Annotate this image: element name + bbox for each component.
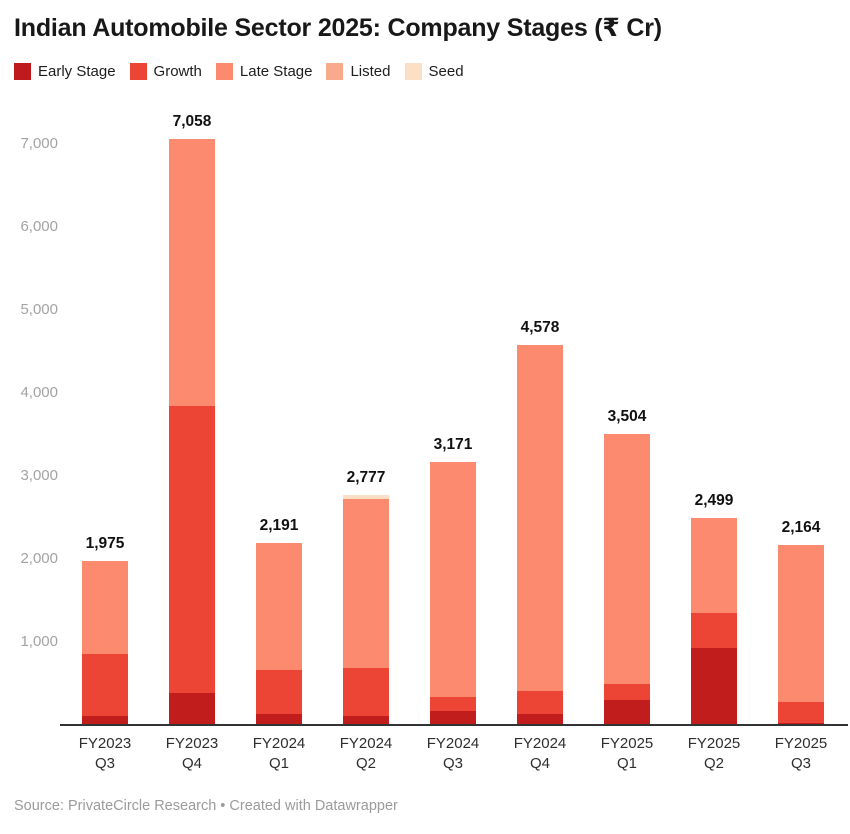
legend-label: Early Stage bbox=[38, 63, 116, 80]
bar-segment-early-stage[interactable] bbox=[256, 714, 302, 725]
bar-segment-late-stage[interactable] bbox=[604, 434, 650, 685]
legend-swatch-icon bbox=[129, 63, 147, 80]
bar-segment-late-stage[interactable] bbox=[517, 345, 563, 691]
legend-swatch-icon bbox=[404, 63, 422, 80]
x-axis-tick-label: FY2024 Q2 bbox=[339, 735, 393, 772]
bar-segment-late-stage[interactable] bbox=[82, 561, 128, 655]
bar-segment-growth[interactable] bbox=[604, 684, 650, 701]
bar-total-label: 7,058 bbox=[172, 113, 212, 131]
stacked-bar-fy2024-q1[interactable] bbox=[256, 543, 302, 725]
stacked-bar-fy2024-q4[interactable] bbox=[517, 345, 563, 725]
bar-total-label: 2,191 bbox=[259, 517, 299, 535]
bar-segment-seed[interactable] bbox=[343, 494, 389, 499]
stacked-bar-fy2025-q2[interactable] bbox=[691, 517, 737, 725]
bar-total-label: 3,171 bbox=[433, 435, 473, 453]
bar-segment-early-stage[interactable] bbox=[604, 700, 650, 725]
stacked-bar-fy2025-q1[interactable] bbox=[604, 434, 650, 725]
bar-segment-growth[interactable] bbox=[169, 405, 215, 694]
bar-segment-growth[interactable] bbox=[430, 696, 476, 712]
bar-segment-late-stage[interactable] bbox=[169, 139, 215, 406]
stacked-bar-fy2024-q3[interactable] bbox=[430, 461, 476, 725]
y-axis-tick-label: 1,000 bbox=[20, 633, 58, 650]
bar-segment-growth[interactable] bbox=[82, 654, 128, 717]
bar-segment-growth[interactable] bbox=[691, 613, 737, 648]
x-axis-tick-label: FY2025 Q2 bbox=[687, 735, 741, 772]
bar-total-label: 1,975 bbox=[85, 535, 125, 553]
legend-label: Late Stage bbox=[239, 63, 313, 80]
legend-label: Listed bbox=[350, 63, 391, 80]
legend-label: Seed bbox=[428, 63, 464, 80]
legend-item-growth[interactable]: Growth bbox=[129, 63, 202, 80]
bar-segment-early-stage[interactable] bbox=[82, 716, 128, 725]
bar-total-label: 4,578 bbox=[520, 319, 560, 337]
legend-item-seed[interactable]: Seed bbox=[404, 63, 464, 80]
x-axis-tick-label: FY2024 Q4 bbox=[513, 735, 567, 772]
bar-segment-early-stage[interactable] bbox=[343, 716, 389, 725]
x-axis-line bbox=[60, 724, 848, 726]
y-axis-tick-label: 3,000 bbox=[20, 467, 58, 484]
legend-swatch-icon bbox=[326, 63, 344, 80]
y-axis-tick-label: 4,000 bbox=[20, 384, 58, 401]
bar-total-label: 2,777 bbox=[346, 468, 386, 486]
chart-title: Indian Automobile Sector 2025: Company S… bbox=[14, 14, 662, 42]
x-axis-tick-label: FY2024 Q3 bbox=[426, 735, 480, 772]
legend-label: Growth bbox=[153, 63, 202, 80]
bar-segment-early-stage[interactable] bbox=[169, 693, 215, 725]
legend-swatch-icon bbox=[14, 63, 31, 80]
y-axis-tick-label: 7,000 bbox=[20, 135, 58, 152]
stacked-bar-fy2025-q3[interactable] bbox=[778, 545, 824, 725]
stacked-bar-fy2024-q2[interactable] bbox=[343, 494, 389, 725]
y-axis-tick-label: 2,000 bbox=[20, 550, 58, 567]
x-axis-tick-label: FY2023 Q3 bbox=[78, 735, 132, 772]
y-axis-tick-label: 6,000 bbox=[20, 218, 58, 235]
bar-segment-early-stage[interactable] bbox=[430, 711, 476, 725]
x-axis-tick-label: FY2025 Q3 bbox=[774, 735, 828, 772]
bar-segment-growth[interactable] bbox=[778, 702, 824, 724]
legend-swatch-icon bbox=[215, 63, 233, 80]
bar-total-label: 2,499 bbox=[694, 491, 734, 509]
bar-total-label: 3,504 bbox=[607, 408, 647, 426]
bar-segment-late-stage[interactable] bbox=[778, 545, 824, 703]
bar-segment-growth[interactable] bbox=[256, 669, 302, 715]
bar-segment-late-stage[interactable] bbox=[430, 461, 476, 697]
bar-segment-late-stage[interactable] bbox=[256, 543, 302, 670]
legend-item-late-stage[interactable]: Late Stage bbox=[215, 63, 313, 80]
stacked-bar-fy2023-q4[interactable] bbox=[169, 139, 215, 725]
bar-segment-growth[interactable] bbox=[343, 668, 389, 717]
x-axis-tick-label: FY2025 Q1 bbox=[600, 735, 654, 772]
bar-total-label: 2,164 bbox=[781, 519, 821, 537]
legend: Early Stage Growth Late Stage Listed Seed bbox=[14, 63, 464, 80]
y-axis-tick-label: 5,000 bbox=[20, 301, 58, 318]
legend-item-early-stage[interactable]: Early Stage bbox=[14, 63, 116, 80]
source-note: Source: PrivateCircle Research • Created… bbox=[14, 798, 398, 814]
bar-segment-early-stage[interactable] bbox=[691, 647, 737, 725]
x-axis-tick-label: FY2024 Q1 bbox=[252, 735, 306, 772]
bar-segment-growth[interactable] bbox=[517, 690, 563, 715]
legend-item-listed[interactable]: Listed bbox=[326, 63, 391, 80]
bar-segment-early-stage[interactable] bbox=[517, 714, 563, 725]
bar-segment-late-stage[interactable] bbox=[343, 498, 389, 669]
stacked-bar-fy2023-q3[interactable] bbox=[82, 561, 128, 725]
x-axis-tick-label: FY2023 Q4 bbox=[165, 735, 219, 772]
bar-segment-late-stage[interactable] bbox=[691, 517, 737, 614]
